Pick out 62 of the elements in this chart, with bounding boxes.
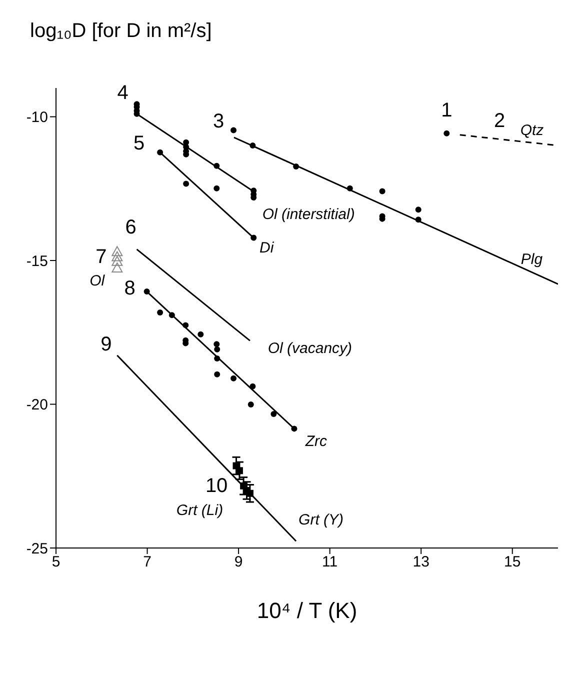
- annotation: Qtz: [520, 122, 544, 140]
- annotation: 9: [100, 333, 112, 356]
- point: [183, 180, 190, 187]
- point: [346, 185, 353, 192]
- point: [144, 288, 150, 295]
- annotation: 6: [125, 216, 136, 238]
- point: [293, 163, 300, 170]
- annotation: 7: [96, 246, 107, 268]
- y-tick-label: -15: [26, 252, 48, 270]
- point: [444, 130, 450, 136]
- annotation: 8: [124, 278, 136, 300]
- annotation: Di: [260, 239, 274, 256]
- annotation: 10: [205, 474, 228, 497]
- chart-title: log₁₀D [for D in m²/s]: [30, 20, 212, 43]
- point: [291, 426, 298, 432]
- x-axis-title: 10⁴ / T (K): [256, 598, 358, 623]
- annotation: Grt (Li): [176, 502, 224, 519]
- annotation: 1: [441, 99, 452, 122]
- point: [112, 251, 123, 262]
- point: [248, 402, 254, 408]
- x-tick-label: 15: [504, 554, 521, 571]
- point: [112, 246, 123, 256]
- annotation: 3: [212, 110, 224, 132]
- point: [230, 375, 237, 382]
- x-tick-label: 11: [322, 554, 338, 571]
- annotation: Plg: [520, 251, 544, 268]
- annotation: Ol (vacancy): [268, 340, 352, 358]
- annotation: Grt (Y): [298, 512, 344, 529]
- point: [379, 188, 386, 194]
- point: [250, 234, 257, 241]
- point: [214, 346, 220, 352]
- y-tick-label: -10: [26, 109, 48, 126]
- point: [250, 383, 256, 390]
- annotation: Ol: [90, 272, 106, 290]
- point: [270, 411, 277, 418]
- point: [230, 127, 237, 134]
- point: [182, 322, 189, 328]
- annotation: Ol (interstitial): [262, 206, 355, 223]
- x-tick-label: 9: [234, 554, 243, 571]
- point: [214, 371, 220, 378]
- point: [112, 262, 123, 272]
- point: [157, 149, 164, 156]
- annotation: Zrc: [304, 433, 328, 450]
- point: [250, 142, 256, 148]
- point: [214, 341, 220, 348]
- x-tick-label: 7: [143, 554, 152, 571]
- y-tick-label: -20: [26, 396, 48, 414]
- x-tick-label: 5: [52, 554, 60, 571]
- x-tick-label: 13: [412, 554, 430, 571]
- point: [415, 216, 422, 223]
- point: [168, 312, 175, 318]
- point: [214, 356, 220, 362]
- annotation: 2: [494, 110, 506, 132]
- point: [415, 206, 422, 213]
- point: [214, 185, 220, 192]
- annotation: 5: [133, 132, 145, 154]
- point: [112, 256, 123, 266]
- point: [157, 310, 164, 316]
- point: [198, 331, 204, 338]
- annotation: 4: [117, 82, 128, 104]
- point: [214, 162, 220, 169]
- y-tick-label: -25: [26, 540, 48, 558]
